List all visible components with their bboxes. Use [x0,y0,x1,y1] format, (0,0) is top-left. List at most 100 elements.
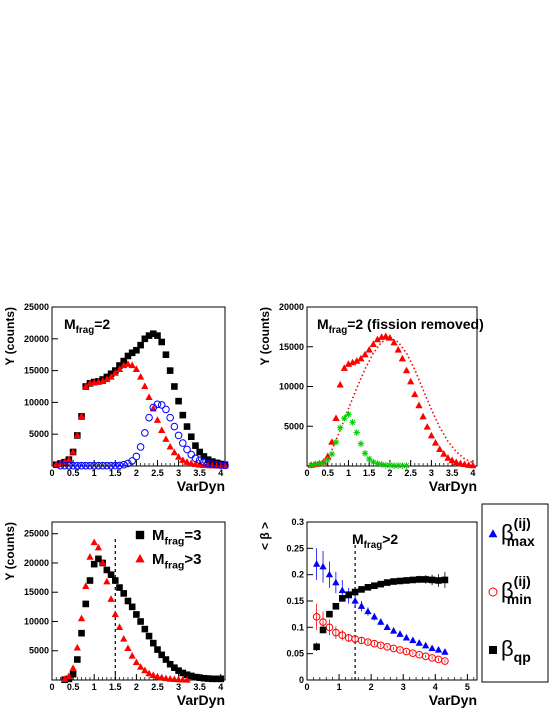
data-point-square [133,346,140,354]
data-point-square [200,453,208,460]
data-point-circle [81,461,90,470]
legend-beta: β [501,520,514,545]
data-point-triangle [407,377,415,385]
data-point-triangle [65,455,73,463]
data-point-square [124,352,132,360]
y-tick-label: 15000 [279,342,304,352]
data-point-triangle [394,345,402,353]
y-tick-label: 15000 [24,366,49,376]
data-point-triangle [187,459,195,467]
data-point-star [365,455,373,463]
series-2 [61,538,191,683]
x-tick-label: 2 [369,682,374,692]
data-point-circle [174,431,183,440]
data-point-triangle [390,338,398,346]
data-point-triangle [415,639,423,646]
data-point-square [338,595,346,602]
data-point-star [316,460,323,467]
panel-annotation: Mfrag=2 [64,316,110,336]
data-point-star [341,415,348,422]
data-point-square [332,602,340,610]
annotation-rest: >3 [184,551,201,568]
data-point-triangle [69,664,77,671]
data-point-square [175,667,182,674]
x-tick-label: 5 [465,682,470,692]
data-point-square [78,629,85,637]
x-tick-label: 0.5 [321,468,334,478]
data-point-triangle [448,456,456,464]
data-point-circle [332,628,340,637]
legend-sub: max [507,533,535,549]
data-point-triangle [351,597,359,604]
data-point-triangle [136,373,145,380]
data-point-square [187,433,195,441]
data-point-triangle [82,382,90,390]
data-point-circle [77,461,86,470]
data-point-triangle [111,369,119,376]
legend-sup: (ij) [514,515,531,531]
data-point-triangle [383,623,391,630]
data-point-triangle [434,646,443,653]
data-point-circle [204,459,212,468]
x-tick-label: 1 [92,468,97,478]
data-point-triangle [149,404,157,412]
legend-entry: β(ij) max [501,515,535,549]
data-point-triangle [411,390,419,398]
annotation-base: M [64,316,76,332]
y-tick-label: 20000 [24,334,49,344]
data-point-circle [162,405,170,414]
data-point-triangle [340,364,348,371]
data-point-circle [65,461,73,470]
data-point-triangle [61,675,69,683]
data-point-circle [166,413,174,422]
y-tick-label: 0.25 [286,543,304,553]
data-point-square [351,588,359,596]
data-point-circle [98,461,107,470]
data-point-triangle [377,618,385,625]
data-point-triangle [103,577,111,585]
data-point-triangle [153,672,162,680]
data-point-circle [90,461,98,470]
legend-beta: β [501,636,514,661]
data-point-star [378,461,385,468]
data-point-circle [191,454,200,463]
data-point-triangle [312,560,321,567]
data-point-square [124,597,132,605]
x-tick-label: 3 [429,468,434,478]
data-point-triangle [402,633,411,641]
data-point-triangle [338,586,346,594]
legend-entry: β(ij) min [501,573,532,607]
x-tick-label: 1 [337,682,342,692]
y-tick-label: 10000 [24,397,49,407]
legend-entry: Mfrag>3 [152,551,201,572]
data-point-triangle [128,652,136,659]
data-point-square [209,458,216,465]
x-tick-label: 3.5 [193,682,206,692]
annotation-sub: frag [76,325,95,336]
y-tick-label: 25000 [24,529,49,539]
series-1 [312,548,449,655]
data-point-square [377,580,385,588]
data-point-square [441,576,449,584]
data-point-circle [488,587,498,597]
annotation-sub: frag [329,325,348,336]
data-point-circle [170,422,179,431]
x-tick-label: 2.5 [404,468,417,478]
panel-annotation: Mfrag>2 [352,531,398,551]
data-point-triangle [428,644,436,652]
data-point-circle [157,401,166,409]
panel-annotation: Mfrag=2 (fission removed) [317,316,484,336]
chart-panel-2: 0 0.5 1 1.5 2 2.5 3 3.5 4 5000 10000 15000 20000 VarD… [258,302,484,494]
data-point-square [141,335,149,343]
data-point-triangle [124,644,132,652]
data-point-triangle [398,354,406,362]
x-tick-label: 2 [134,468,139,478]
data-point-square [135,530,145,540]
y-tick-label: 0 [299,675,304,685]
data-point-triangle [141,382,149,390]
x-tick-label: 2.5 [151,682,164,692]
data-point-square [120,357,128,365]
legend-entry: Mfrag=3 [152,527,201,548]
data-point-triangle [423,423,431,430]
data-point-circle [124,459,132,468]
